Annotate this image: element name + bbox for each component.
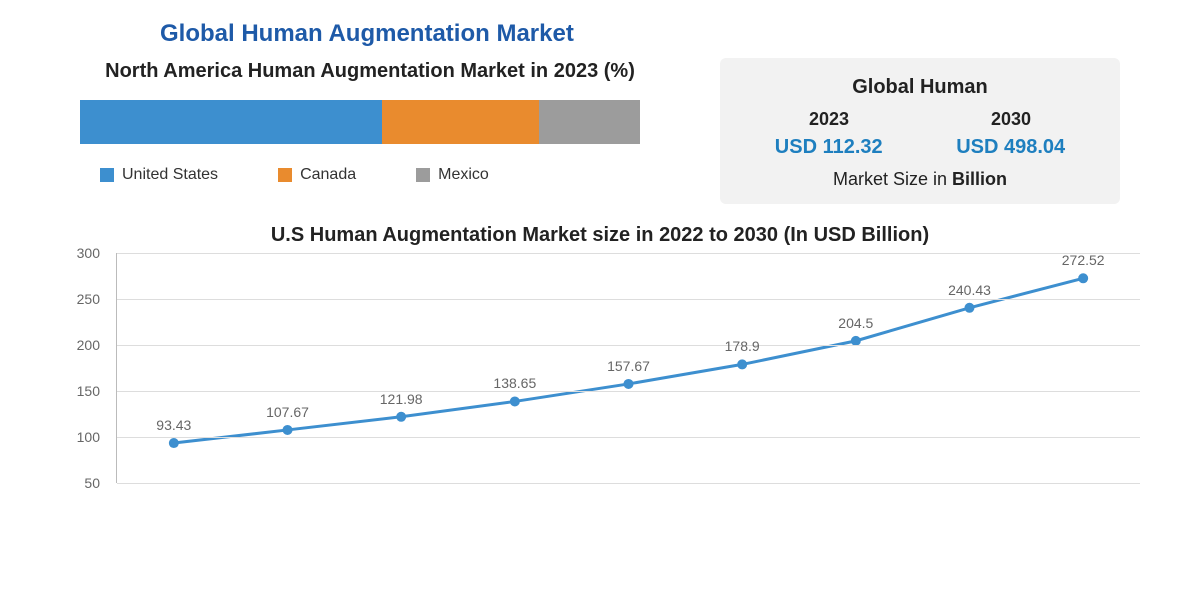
top-row: North America Human Augmentation Market …	[0, 58, 1200, 204]
legend-label: Mexico	[438, 166, 489, 184]
data-marker	[396, 412, 406, 422]
data-marker	[283, 425, 293, 435]
summary-box: Global Human 2023 2030 USD 112.32 USD 49…	[720, 58, 1120, 204]
legend-item: Canada	[278, 166, 356, 184]
grid-line	[117, 437, 1140, 438]
line-chart-title: U.S Human Augmentation Market size in 20…	[50, 224, 1150, 247]
legend-label: Canada	[300, 166, 356, 184]
grid-line	[117, 299, 1140, 300]
data-marker	[965, 303, 975, 313]
na-stacked-bar	[80, 100, 640, 144]
summary-caption-pre: Market Size in	[833, 169, 952, 189]
line-chart-section: U.S Human Augmentation Market size in 20…	[0, 224, 1200, 483]
data-label: 240.43	[948, 282, 991, 298]
grid-line	[117, 483, 1140, 484]
na-chart-title: North America Human Augmentation Market …	[60, 58, 680, 100]
y-tick-label: 150	[77, 383, 100, 399]
summary-values: USD 112.32 USD 498.04	[738, 136, 1102, 159]
data-label: 93.43	[156, 417, 191, 433]
data-marker	[737, 359, 747, 369]
grid-line	[117, 345, 1140, 346]
summary-year-b: 2030	[991, 109, 1031, 130]
data-label: 121.98	[380, 391, 423, 407]
legend-swatch	[278, 168, 292, 182]
na-legend: United States Canada Mexico	[100, 166, 680, 184]
grid-line	[117, 391, 1140, 392]
summary-value-b: USD 498.04	[956, 136, 1065, 159]
y-tick-label: 250	[77, 291, 100, 307]
summary-years: 2023 2030	[738, 109, 1102, 130]
data-label: 204.5	[838, 315, 873, 331]
legend-item: United States	[100, 166, 218, 184]
data-marker	[624, 379, 634, 389]
y-axis-ticks: 50100150200250300	[60, 253, 106, 483]
y-tick-label: 200	[77, 337, 100, 353]
data-label: 178.9	[725, 338, 760, 354]
data-marker	[510, 396, 520, 406]
legend-swatch	[416, 168, 430, 182]
page-title: Global Human Augmentation Market	[0, 0, 1200, 58]
data-marker	[169, 438, 179, 448]
legend-swatch	[100, 168, 114, 182]
y-tick-label: 50	[84, 475, 100, 491]
data-label: 138.65	[493, 375, 536, 391]
data-label: 107.67	[266, 404, 309, 420]
summary-value-a: USD 112.32	[775, 136, 883, 159]
summary-caption-bold: Billion	[952, 169, 1007, 189]
na-market-chart: North America Human Augmentation Market …	[60, 58, 680, 184]
bar-segment	[80, 100, 382, 144]
bar-segment	[382, 100, 539, 144]
y-tick-label: 300	[77, 245, 100, 261]
plot-area: 93.43 107.67 121.98 138.65 157.67 178.9 204.5 2…	[116, 253, 1140, 483]
summary-caption: Market Size in Billion	[738, 169, 1102, 190]
line-chart: 50100150200250300 93.43107.67121.98138.6…	[60, 253, 1150, 483]
legend-item: Mexico	[416, 166, 489, 184]
grid-line	[117, 253, 1140, 254]
summary-title: Global Human	[738, 76, 1102, 99]
bar-segment	[539, 100, 640, 144]
data-label: 272.52	[1062, 252, 1105, 268]
summary-year-a: 2023	[809, 109, 849, 130]
data-marker	[1078, 273, 1088, 283]
data-label: 157.67	[607, 358, 650, 374]
y-tick-label: 100	[77, 429, 100, 445]
legend-label: United States	[122, 166, 218, 184]
